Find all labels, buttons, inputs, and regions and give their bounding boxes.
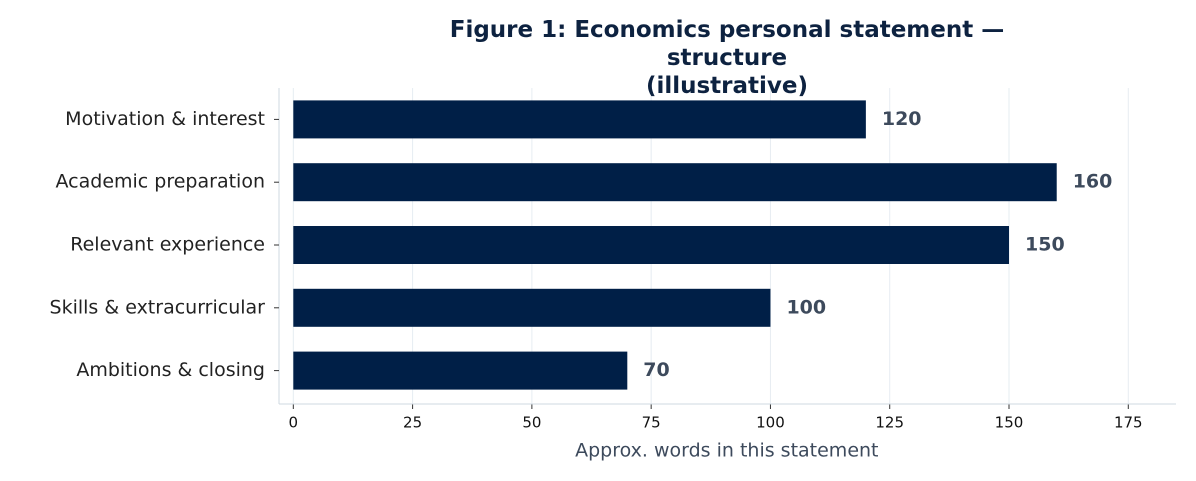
y-tick-label: Motivation & interest [65,108,265,130]
bar [293,288,771,327]
value-label: 160 [1073,171,1113,193]
y-tick-label: Relevant experience [70,234,265,256]
value-label: 100 [786,296,826,318]
y-tick-label: Skills & extracurricular [50,296,266,318]
value-label: 150 [1025,234,1065,256]
x-tick-label: 0 [289,414,299,432]
value-label: 120 [882,108,922,130]
x-tick-label: 150 [995,414,1024,432]
x-tick-label: 100 [756,414,785,432]
x-tick-label: 175 [1114,414,1143,432]
x-tick-label: 50 [522,414,541,432]
x-tick-label: 75 [642,414,661,432]
x-tick-label: 125 [875,414,904,432]
x-tick-label: 25 [403,414,422,432]
bar [293,100,866,139]
bar [293,351,628,390]
chart-title: Figure 1: Economics personal statement —… [449,17,1005,99]
bar [293,226,1010,264]
value-label: 70 [643,359,669,381]
bar [293,163,1057,202]
y-tick-label: Academic preparation [56,171,265,193]
x-axis-label: Approx. words in this statement [575,440,878,462]
y-tick-label: Ambitions & closing [76,359,265,381]
